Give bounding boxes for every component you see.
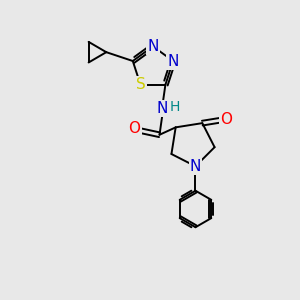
Text: N: N xyxy=(167,53,179,68)
Text: N: N xyxy=(147,39,159,54)
Text: S: S xyxy=(136,77,146,92)
Text: N: N xyxy=(190,159,201,174)
Text: O: O xyxy=(220,112,232,127)
Text: H: H xyxy=(169,100,180,114)
Text: N: N xyxy=(157,101,168,116)
Text: O: O xyxy=(128,122,140,136)
